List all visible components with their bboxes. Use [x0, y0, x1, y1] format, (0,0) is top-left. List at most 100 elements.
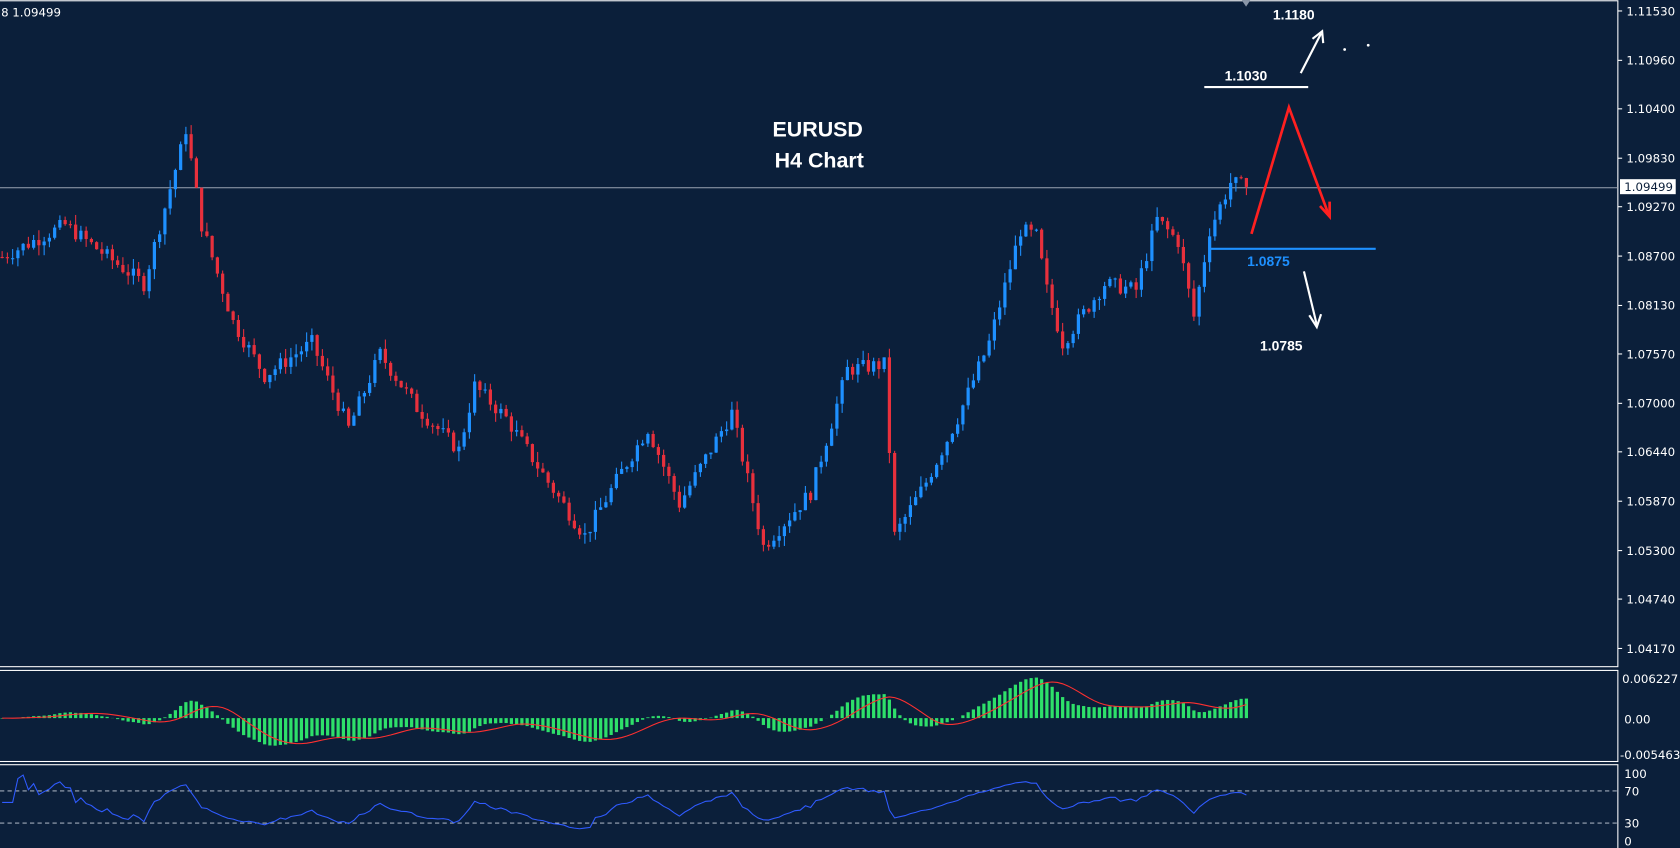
candle	[530, 443, 534, 466]
macd-bar	[803, 718, 807, 728]
candle	[467, 403, 471, 439]
candle	[1244, 177, 1248, 196]
candle	[189, 125, 193, 161]
price-tick-label: 1.08700	[1626, 249, 1675, 263]
down-arrow-icon	[1302, 271, 1323, 330]
target-low-label: 1.0785	[1260, 338, 1303, 354]
dot-marker	[1366, 43, 1370, 47]
candle	[1103, 281, 1107, 306]
macd-tick: -0.005463	[1620, 748, 1680, 762]
current-price-tag	[1620, 179, 1676, 195]
macd-bar	[536, 718, 540, 730]
candle	[567, 497, 571, 526]
candle	[278, 352, 282, 374]
candle	[887, 348, 891, 464]
candle	[404, 382, 408, 395]
macd-bar	[898, 715, 902, 719]
candle	[588, 531, 592, 542]
candle	[5, 252, 9, 264]
macd-bar	[614, 718, 618, 733]
macd-bar	[625, 718, 629, 728]
macd-tick: 0.00	[1624, 712, 1650, 726]
candle	[74, 214, 78, 242]
candle	[583, 523, 587, 544]
macd-tick: 0.006227	[1622, 672, 1678, 686]
target-high-label: 1.1180	[1273, 7, 1315, 23]
header-info: 8 1.09499	[1, 5, 61, 19]
candle	[315, 334, 319, 366]
candle	[809, 490, 813, 504]
annotations: 1.1030 1.1180 1.0875 1.0785	[1204, 7, 1376, 354]
candle	[824, 443, 828, 467]
macd-bar	[410, 718, 414, 728]
macd-bar	[903, 718, 907, 721]
price-tick-label: 1.10400	[1626, 102, 1675, 116]
candle	[1160, 216, 1164, 225]
candle	[1229, 173, 1233, 208]
candle	[289, 347, 293, 374]
macd-bar	[1013, 684, 1017, 719]
candle	[1087, 307, 1091, 314]
candle	[1187, 261, 1191, 298]
macd-bar	[394, 718, 398, 728]
candle	[1013, 235, 1017, 270]
candle	[362, 391, 366, 404]
candle	[541, 462, 545, 473]
macd-bar	[152, 718, 156, 723]
scroll-marker-icon[interactable]	[1241, 0, 1251, 7]
candle	[221, 270, 225, 303]
macd-bar	[352, 718, 356, 741]
candle	[646, 432, 650, 447]
candle	[394, 371, 398, 387]
candle	[620, 461, 624, 475]
candle	[1024, 221, 1028, 238]
candle	[488, 383, 492, 411]
macd-bar	[777, 718, 781, 732]
candle	[1139, 259, 1143, 297]
candle	[971, 373, 975, 390]
candle	[357, 391, 361, 416]
macd-signal-line	[2, 681, 1247, 745]
macd-bar	[263, 718, 267, 745]
macd-bar	[74, 712, 78, 719]
candle	[320, 349, 324, 371]
candle	[730, 401, 734, 431]
candle	[126, 264, 130, 285]
macd-bar	[599, 718, 603, 740]
macd-bar	[483, 718, 487, 725]
candle	[740, 424, 744, 466]
macd-bar	[1139, 707, 1143, 719]
candle	[142, 272, 146, 295]
macd-bar	[499, 718, 503, 723]
macd-bar	[231, 718, 235, 728]
macd-bar	[289, 718, 293, 744]
candle	[840, 376, 844, 413]
candle	[32, 234, 36, 250]
macd-bar	[1024, 679, 1028, 719]
macd-bar	[588, 718, 592, 742]
pane-borders	[0, 0, 1619, 848]
candle	[483, 383, 487, 394]
macd-bar	[982, 703, 986, 719]
candle	[389, 361, 393, 381]
candle	[1208, 228, 1212, 272]
candle	[520, 425, 524, 438]
candle	[16, 247, 20, 267]
macd-bar	[562, 718, 566, 737]
macd-bar	[751, 716, 755, 719]
price-axis[interactable]: 1.11530 1.10960 1.10400 1.09830 1.09270 1.087…	[1617, 4, 1675, 656]
macd-bar	[1076, 705, 1080, 719]
candle	[746, 454, 750, 483]
macd-bar	[357, 718, 361, 740]
macd-bar	[856, 697, 860, 719]
macd-bar	[273, 718, 277, 746]
candle	[1118, 274, 1122, 295]
macd-bar	[221, 718, 225, 720]
candle	[1129, 280, 1133, 289]
macd-bar	[583, 718, 587, 742]
macd-bar	[641, 718, 645, 720]
macd-bar	[1166, 699, 1170, 719]
macd-bar	[1244, 698, 1248, 719]
candle	[1066, 340, 1070, 355]
